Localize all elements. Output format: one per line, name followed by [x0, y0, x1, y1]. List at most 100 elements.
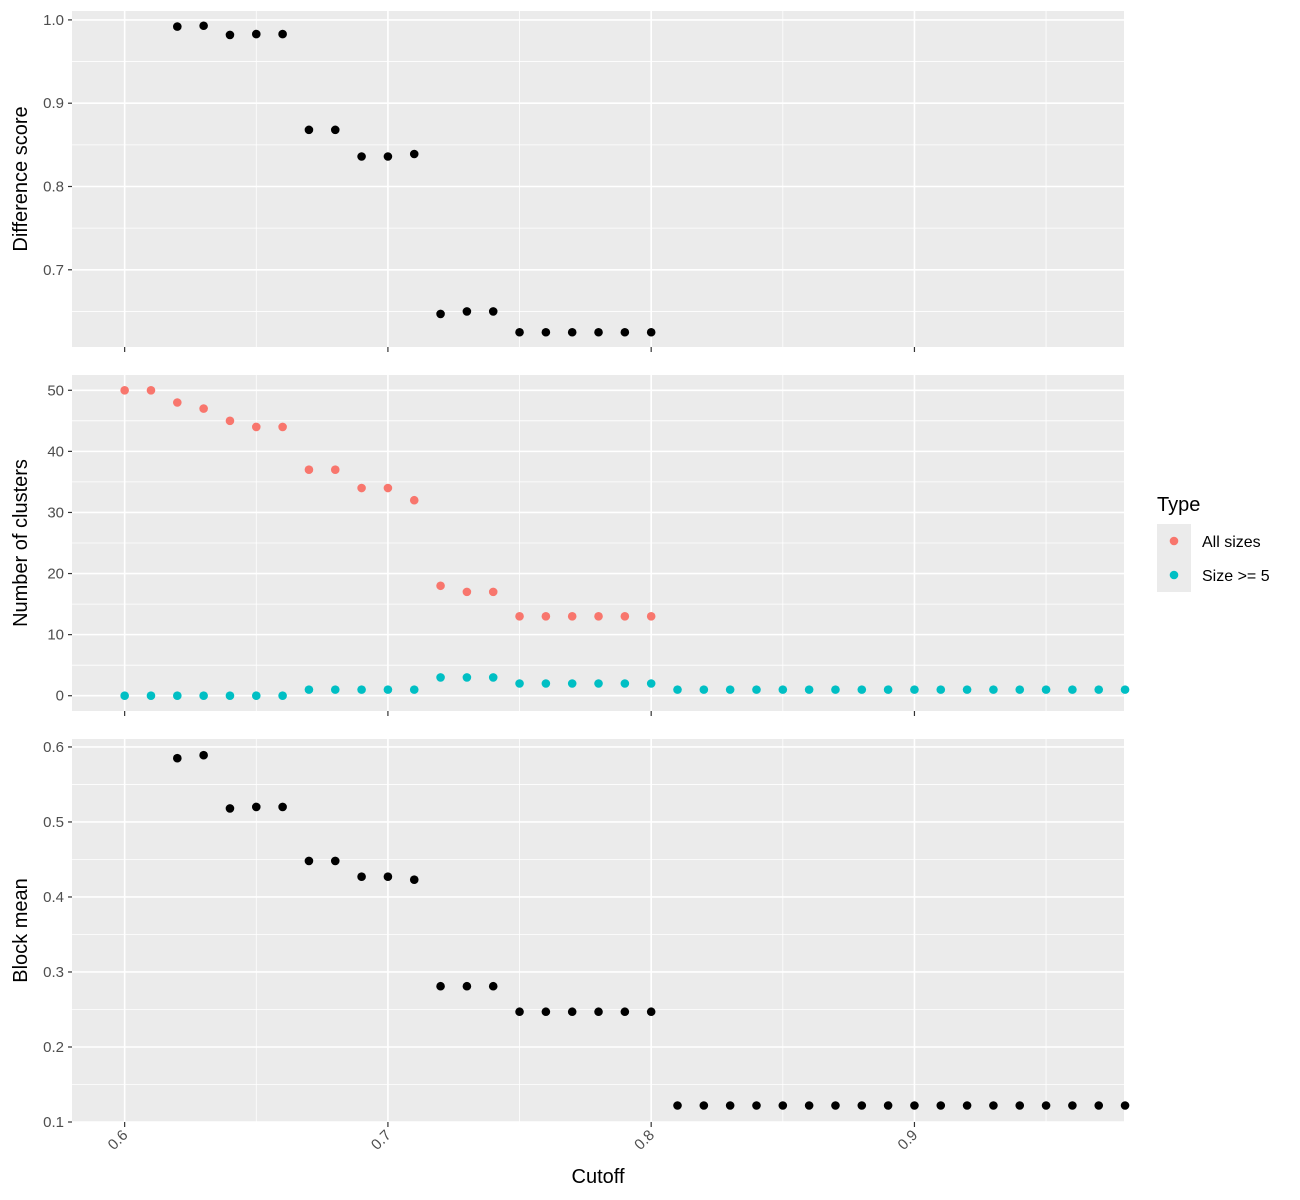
data-point — [436, 581, 445, 591]
data-point — [383, 152, 393, 161]
series-1 — [173, 750, 1130, 1110]
data-point — [488, 307, 498, 316]
series-2 — [120, 673, 1130, 701]
data-point — [594, 1007, 603, 1017]
y-tick-label: 0.1 — [43, 1114, 64, 1131]
data-point — [462, 673, 472, 682]
panel-3: 0.1 0.2 0.3 0.4 0.5 0.6 Block mean — [10, 739, 1130, 1131]
data-point — [436, 981, 445, 991]
data-point — [383, 872, 393, 882]
y-tick-label: 0.9 — [43, 95, 64, 112]
y-tick-label: 40 — [47, 443, 64, 460]
legend-label: Size >= 5 — [1202, 568, 1270, 585]
panels-layer: 0.7 0.8 0.9 1.0 Difference score 0 10 20 30 40 50 N… — [10, 11, 1130, 1154]
data-point — [357, 872, 366, 882]
y-tick-label: 1.0 — [43, 12, 64, 29]
data-point — [304, 856, 314, 866]
data-point — [725, 685, 735, 694]
y-tick-label: 20 — [47, 566, 64, 583]
y-tick-label: 30 — [47, 504, 64, 521]
y-tick-label: 0.8 — [43, 178, 64, 195]
y-tick-label: 50 — [47, 382, 64, 399]
data-point — [225, 416, 235, 426]
y-tick-label: 0.4 — [43, 889, 64, 906]
data-point — [541, 612, 551, 621]
panel-background — [72, 11, 1124, 347]
y-axis-title: Block mean — [10, 878, 32, 983]
data-point — [225, 804, 235, 813]
data-point — [1041, 685, 1051, 694]
data-point — [646, 679, 656, 688]
x-tick-label: 0.6 — [105, 1127, 132, 1154]
data-point — [1015, 1101, 1025, 1110]
legend-entries: All sizes Size >= 5 — [1157, 524, 1270, 592]
data-point — [1120, 1101, 1130, 1110]
data-point — [278, 802, 287, 812]
data-point — [936, 685, 946, 694]
data-point — [173, 753, 182, 763]
data-point — [752, 685, 761, 694]
data-point — [251, 802, 261, 812]
legend: Type All sizes Size >= 5 — [1157, 494, 1270, 592]
data-point — [1094, 1101, 1104, 1110]
data-point — [383, 685, 393, 694]
data-point — [620, 327, 630, 337]
panel-1: 0.7 0.8 0.9 1.0 Difference score — [10, 11, 1124, 352]
data-point — [646, 327, 656, 337]
data-point — [357, 152, 366, 161]
data-point — [620, 612, 630, 621]
data-point — [1068, 685, 1077, 694]
data-point — [620, 679, 630, 688]
y-tick-label: 0.2 — [43, 1039, 64, 1056]
y-axis-title: Difference score — [10, 106, 32, 251]
data-point — [567, 679, 577, 688]
data-point — [541, 1007, 551, 1017]
x-tick-label: 0.8 — [631, 1127, 658, 1154]
data-point — [251, 29, 261, 39]
data-point — [330, 125, 340, 135]
data-point — [1068, 1101, 1077, 1110]
y-tick-label: 0.3 — [43, 964, 64, 981]
y-tick-label: 10 — [47, 627, 64, 644]
data-point — [146, 385, 156, 395]
data-point — [278, 691, 287, 701]
data-point — [330, 465, 340, 474]
data-point — [567, 327, 577, 337]
data-point — [673, 1101, 682, 1110]
data-point — [1041, 1101, 1051, 1110]
data-point — [515, 1007, 524, 1017]
data-point — [146, 691, 156, 701]
data-point — [251, 691, 261, 701]
data-point — [436, 309, 445, 319]
data-point — [409, 495, 419, 505]
data-point — [199, 21, 208, 31]
data-point — [199, 404, 208, 413]
data-point — [910, 1101, 919, 1110]
data-point — [199, 691, 208, 701]
data-point — [120, 691, 129, 701]
x-tick-labels: 0.6 0.7 0.8 0.9 — [105, 1127, 922, 1154]
data-point — [304, 465, 314, 474]
data-point — [1094, 685, 1104, 694]
y-tick-label: 0.5 — [43, 814, 64, 831]
data-point — [673, 685, 682, 694]
x-tick-label: 0.9 — [895, 1127, 922, 1154]
data-point — [462, 307, 472, 316]
data-point — [251, 422, 261, 432]
data-point — [278, 422, 287, 432]
data-point — [515, 612, 524, 621]
legend-symbol — [1169, 570, 1179, 580]
data-point — [989, 1101, 998, 1110]
data-point — [778, 685, 788, 694]
legend-entry: All sizes — [1157, 524, 1261, 558]
y-tick-label: 0.7 — [43, 262, 64, 279]
data-point — [831, 1101, 840, 1110]
data-point — [330, 685, 340, 694]
data-point — [225, 30, 235, 40]
data-point — [409, 875, 419, 885]
data-point — [620, 1007, 630, 1017]
legend-label: All sizes — [1202, 534, 1261, 551]
data-point — [594, 612, 603, 621]
data-point — [488, 981, 498, 991]
